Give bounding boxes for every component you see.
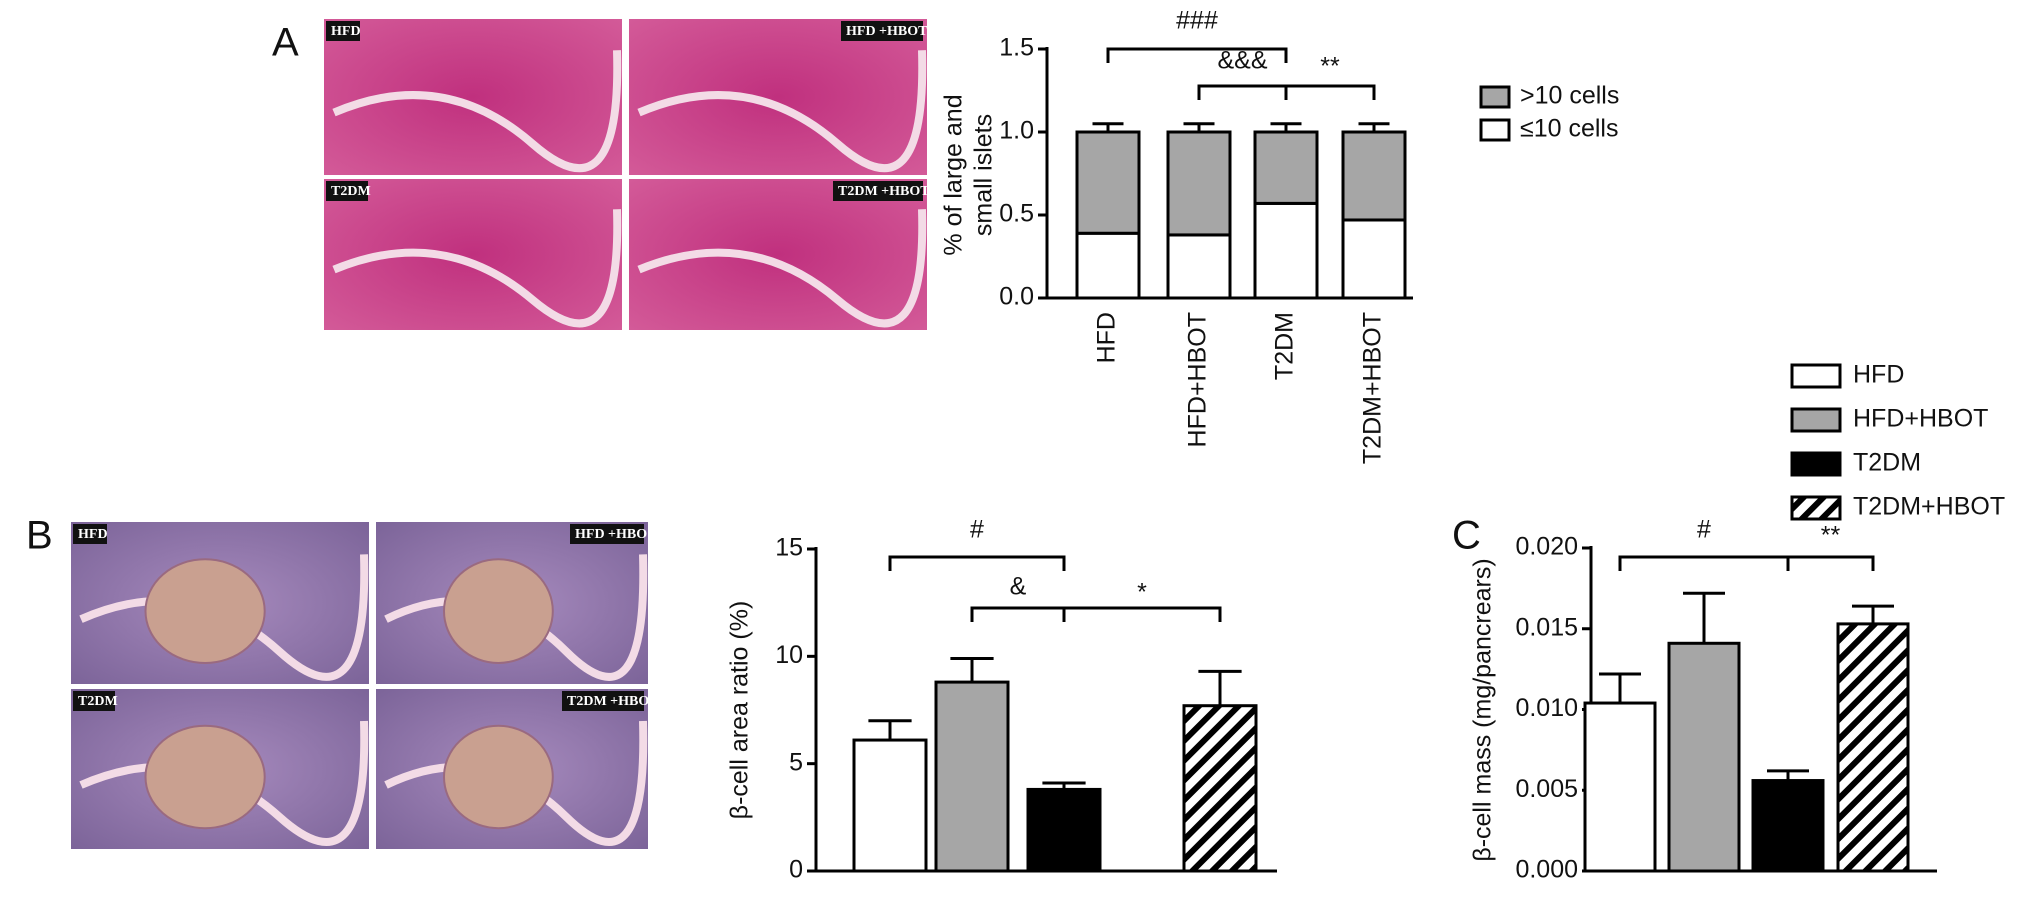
micrograph-label-box [833,181,923,201]
y-tick-label: 0.5 [999,200,1034,228]
significance-label: &&& [1217,47,1267,75]
micrograph-label-box [841,21,923,41]
y-tick-label: 0 [789,856,803,884]
x-tick-label: HFD [1093,312,1121,363]
legend-swatch [1790,407,1842,433]
significance-bracket [1618,555,1790,571]
bar-segment [1166,233,1232,300]
y-tick-label: 0.0 [999,283,1034,311]
y-tick-label: 0.005 [1515,775,1578,803]
tissue-gap [332,209,622,328]
panel-label: A [272,21,299,65]
x-tick-label: HFD+HBOT [1184,312,1212,447]
micrograph-label: T2DM [78,694,118,709]
legend-swatch [1479,118,1511,142]
bar [1836,622,1910,873]
islet [144,724,266,830]
tissue-gap [332,50,622,173]
y-tick-label: 15 [775,534,803,562]
significance-bracket [1284,84,1376,100]
legend-swatch [1790,363,1842,389]
bar [1667,641,1741,873]
micrograph-label: T2DM [331,184,371,199]
bar [852,738,928,873]
bar [934,680,1010,873]
micrograph-label: T2DM +HBO [567,694,649,709]
y-tick-label: 0.010 [1515,694,1578,722]
bar-segment [1075,130,1141,235]
y-tick-label: 5 [789,748,803,776]
micrograph-label: HFD +HBOT [846,24,928,39]
significance-bracket [888,555,1066,571]
micrograph-label-box [570,524,644,544]
legend-swatch [1479,85,1511,109]
micrograph-label-box [73,524,107,544]
significance-bracket [970,606,1066,622]
legend-swatch [1790,495,1842,521]
significance-bracket [1062,606,1222,622]
bar [1182,704,1258,873]
bar-segment [1253,201,1319,300]
bar [1751,779,1825,873]
bar-segment [1166,130,1232,237]
micrograph-label-box [562,691,644,711]
legend-label: HFD [1853,361,1904,389]
tissue-gap [637,50,927,173]
significance-label: ** [1320,53,1340,81]
y-axis-label: small islets [970,114,998,236]
y-axis-label: β-cell mass (mg/pancrears) [1469,558,1497,861]
legend-swatch [1790,451,1842,477]
legend-label: HFD+HBOT [1853,405,1988,433]
y-tick-label: 1.5 [999,34,1034,62]
y-tick-label: 1.0 [999,117,1034,145]
bar-segment [1253,130,1319,205]
y-tick-label: 0.020 [1515,533,1578,561]
significance-label: * [1137,579,1147,607]
bar-segment [1341,130,1407,222]
panel-label: B [26,514,53,558]
legend-label: T2DM [1853,449,1921,477]
bar-segment [1075,231,1141,300]
legend-label: >10 cells [1520,82,1619,110]
bar-segment [1341,218,1407,300]
significance-label: # [970,516,984,544]
micrograph-label-box [73,691,115,711]
significance-label: ** [1821,522,1841,550]
tissue-gap [637,209,927,328]
micrograph-label-box [326,21,360,41]
islet [144,558,266,664]
micrograph-label: HFD +HBO [575,527,647,542]
micrograph-label-box [326,181,368,201]
bar [1583,701,1657,873]
y-tick-label: 0.015 [1515,613,1578,641]
micrograph-label: T2DM +HBOT [838,184,930,199]
legend-label: T2DM+HBOT [1853,493,2005,521]
significance-bracket [1106,47,1288,63]
significance-bracket [1786,555,1875,571]
islet [443,724,554,830]
x-tick-label: T2DM+HBOT [1359,312,1387,464]
x-tick-label: T2DM [1271,312,1299,380]
y-axis-label: β-cell area ratio (%) [726,601,754,820]
y-tick-label: 0.000 [1515,856,1578,884]
significance-label: & [1010,573,1027,601]
y-axis-label: % of large and [940,94,968,255]
islet [443,558,554,664]
significance-bracket [1197,84,1288,100]
significance-label: # [1697,516,1711,544]
micrograph-label: HFD [331,24,361,39]
significance-label: ### [1176,7,1218,35]
legend-label: ≤10 cells [1520,115,1619,143]
y-tick-label: 10 [775,641,803,669]
panel-label: C [1452,514,1481,558]
micrograph-label: HFD [78,527,108,542]
bar [1026,787,1102,873]
